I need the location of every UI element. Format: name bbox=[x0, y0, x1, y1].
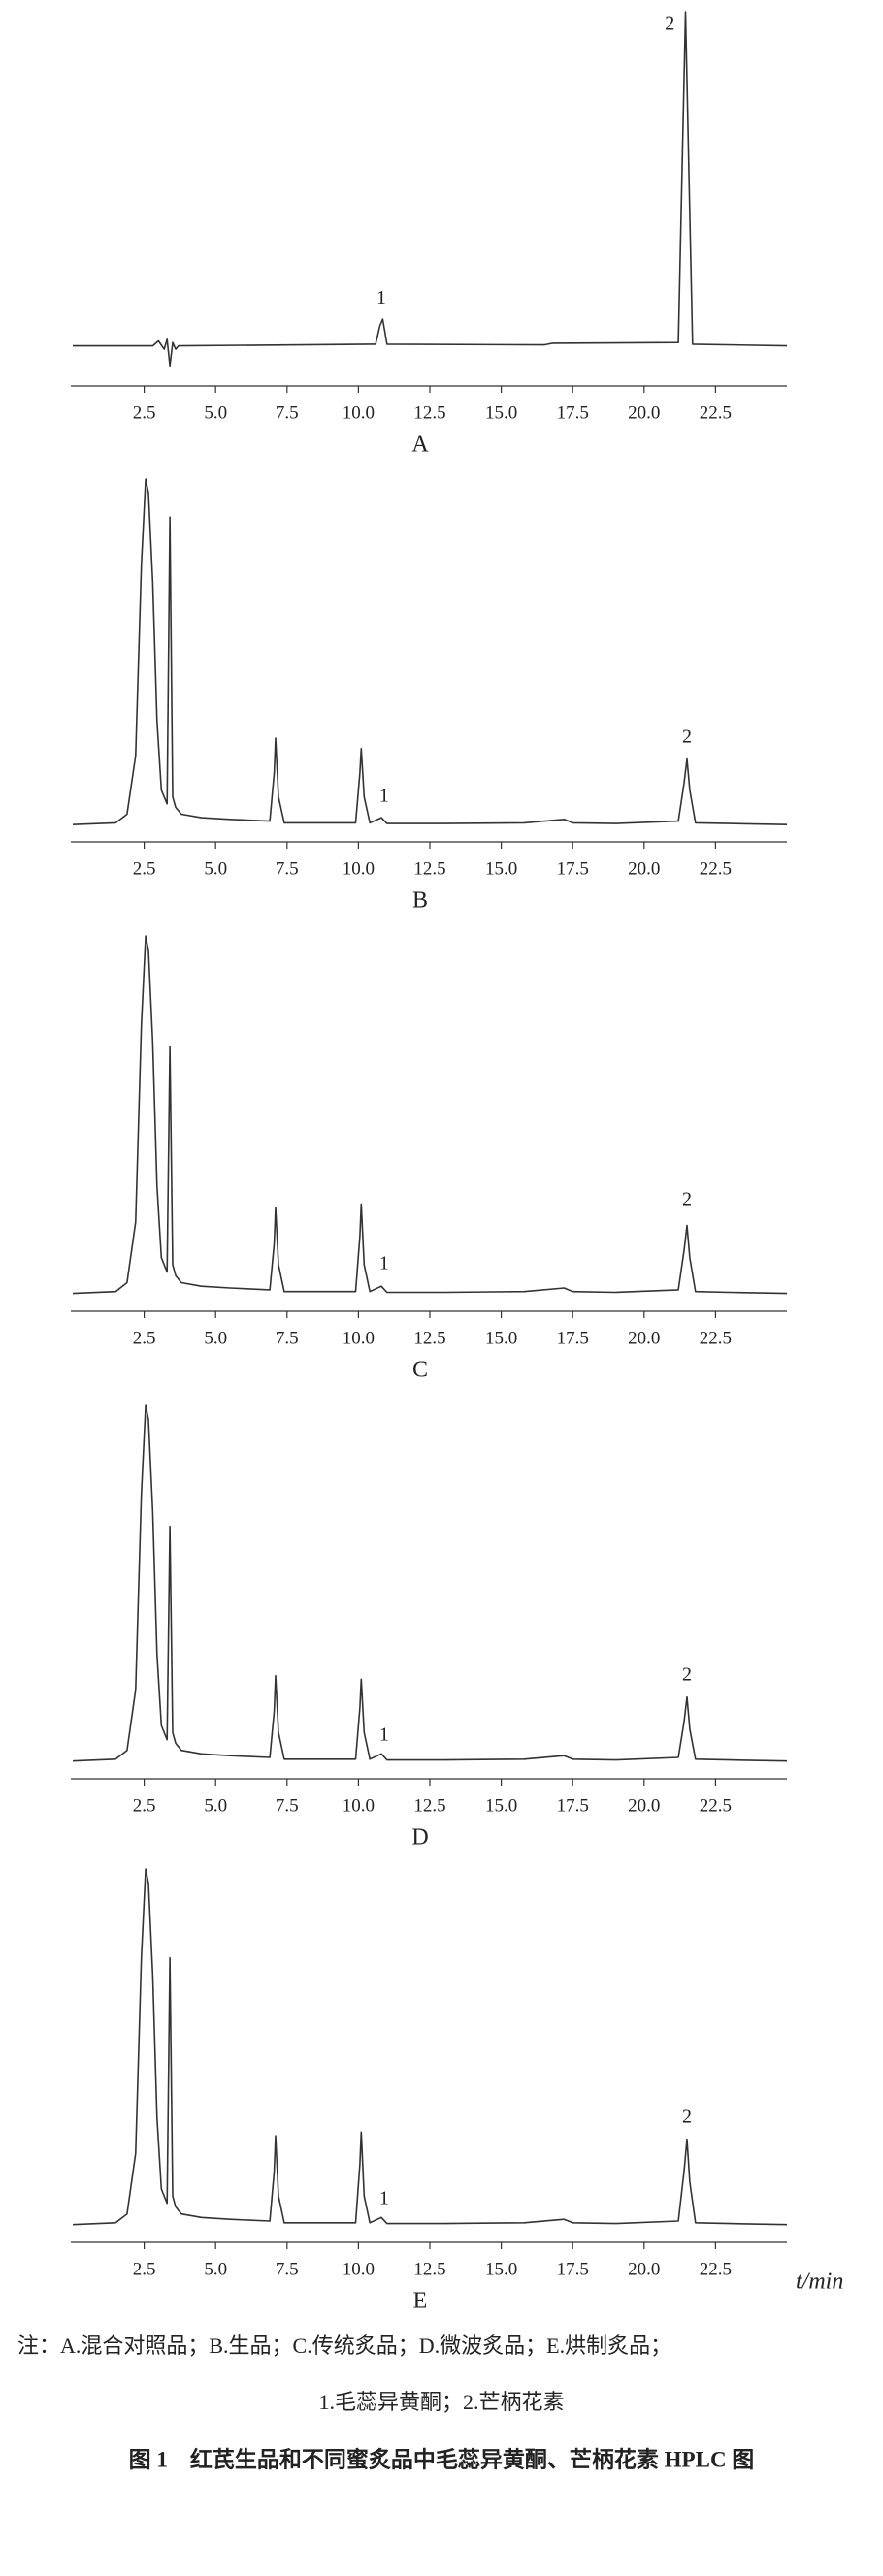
x-tick-label: 10.0 bbox=[343, 858, 375, 879]
panel-caption: D bbox=[411, 1825, 428, 1851]
x-tick-label: 20.0 bbox=[628, 2259, 660, 2279]
x-axis-label: t/min bbox=[796, 2270, 843, 2295]
panel-caption: E bbox=[413, 2289, 428, 2314]
x-tick-label: 2.5 bbox=[133, 1795, 156, 1816]
x-tick-label: 20.0 bbox=[628, 1328, 660, 1348]
x-tick-label: 17.5 bbox=[557, 1328, 589, 1348]
trace bbox=[72, 1868, 788, 2226]
peak-label: 1 bbox=[376, 287, 386, 308]
x-tick-label: 2.5 bbox=[133, 1328, 156, 1348]
peak-label: 2 bbox=[682, 726, 692, 748]
trace bbox=[72, 478, 788, 825]
peak-label: 1 bbox=[379, 1253, 389, 1274]
x-tick-label: 20.0 bbox=[628, 858, 660, 879]
x-tick-label: 5.0 bbox=[204, 2259, 227, 2279]
x-tick-label: 10.0 bbox=[343, 1795, 375, 1816]
x-tick-label: 5.0 bbox=[204, 1328, 227, 1348]
x-tick-label: 15.0 bbox=[485, 858, 517, 879]
note: 注：A.混合对照品；B.生品；C.传统炙品；D.微波炙品；E.烘制炙品； bbox=[17, 2334, 671, 2358]
x-tick-label: 15.0 bbox=[485, 1795, 517, 1816]
x-tick-label: 12.5 bbox=[413, 1795, 445, 1816]
x-tick-label: 15.0 bbox=[485, 1328, 517, 1348]
peak-label: 2 bbox=[682, 1188, 692, 1209]
x-tick-label: 2.5 bbox=[133, 2259, 156, 2279]
x-tick-label: 12.5 bbox=[413, 2259, 445, 2279]
x-tick-label: 17.5 bbox=[557, 1795, 589, 1816]
x-tick-label: 22.5 bbox=[700, 1795, 732, 1816]
x-tick-label: 20.0 bbox=[628, 1795, 660, 1816]
x-tick-label: 12.5 bbox=[413, 402, 445, 423]
panel-caption: C bbox=[412, 1358, 428, 1383]
x-tick-label: 12.5 bbox=[413, 1328, 445, 1348]
note-peaks: 1.毛蕊异黄酮；2.芒柄花素 bbox=[318, 2390, 564, 2414]
trace bbox=[72, 1404, 788, 1762]
x-tick-label: 7.5 bbox=[276, 402, 299, 423]
x-tick-label: 22.5 bbox=[700, 402, 732, 423]
x-tick-label: 22.5 bbox=[700, 1328, 732, 1348]
x-tick-label: 15.0 bbox=[485, 2259, 517, 2279]
peak-label: 1 bbox=[379, 1724, 389, 1746]
x-tick-label: 2.5 bbox=[133, 402, 156, 423]
x-tick-label: 7.5 bbox=[276, 2259, 299, 2279]
x-tick-label: 22.5 bbox=[700, 858, 732, 879]
x-tick-label: 10.0 bbox=[343, 1328, 375, 1348]
panel-caption: B bbox=[412, 888, 428, 914]
x-tick-label: 5.0 bbox=[204, 858, 227, 879]
trace bbox=[73, 11, 788, 368]
trace bbox=[72, 935, 788, 1295]
x-tick-label: 5.0 bbox=[204, 402, 227, 423]
x-tick-label: 7.5 bbox=[276, 1795, 299, 1816]
x-tick-label: 7.5 bbox=[276, 858, 299, 879]
figure-title: 图 1 红芪生品和不同蜜炙品中毛蕊异黄酮、芒柄花素 HPLC 图 bbox=[129, 2446, 755, 2471]
peak-label: 2 bbox=[682, 2106, 692, 2127]
x-tick-label: 10.0 bbox=[343, 402, 375, 423]
peak-label: 1 bbox=[379, 785, 389, 806]
x-tick-label: 15.0 bbox=[485, 402, 517, 423]
peak-label: 1 bbox=[379, 2188, 389, 2209]
x-tick-label: 12.5 bbox=[413, 858, 445, 879]
x-tick-label: 2.5 bbox=[133, 858, 156, 879]
peak-label: 2 bbox=[682, 1663, 692, 1685]
x-tick-label: 5.0 bbox=[204, 1795, 227, 1816]
x-tick-label: 17.5 bbox=[557, 2259, 589, 2279]
peak-label: 2 bbox=[665, 13, 674, 34]
x-tick-label: 10.0 bbox=[343, 2259, 375, 2279]
x-tick-label: 17.5 bbox=[557, 858, 589, 879]
x-tick-label: 7.5 bbox=[276, 1328, 299, 1348]
panel-caption: A bbox=[411, 433, 429, 458]
x-tick-label: 17.5 bbox=[557, 402, 589, 423]
x-tick-label: 22.5 bbox=[700, 2259, 732, 2279]
x-tick-label: 20.0 bbox=[628, 402, 660, 423]
